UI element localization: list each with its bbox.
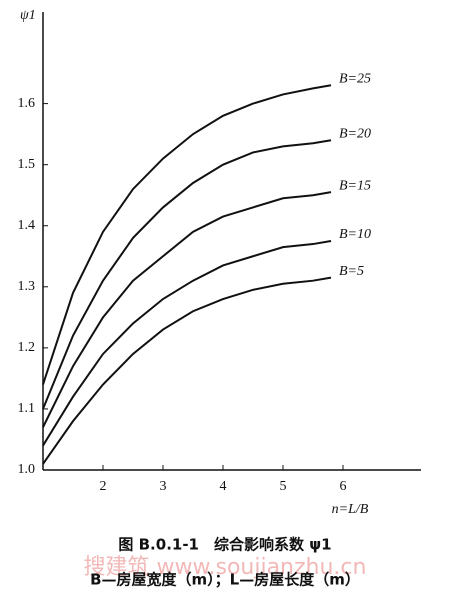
curve	[42, 84, 332, 385]
y-tick-label: 1.3	[18, 279, 36, 294]
x-tick-label: 6	[340, 479, 347, 494]
x-tick-label: 2	[100, 479, 107, 494]
x-tick-label: 3	[160, 479, 167, 494]
y-tick-label: 1.2	[18, 340, 36, 355]
watermark: 搜建筑 www.soujianzhu.cn	[84, 555, 367, 580]
y-tick-label: 1.6	[18, 96, 36, 111]
y-tick-label: 1.1	[18, 401, 36, 416]
curve-label: B=15	[339, 178, 371, 193]
caption: 图 B.0.1-1 综合影响系数 ψ1	[118, 536, 331, 554]
y-tick-label: 1.5	[18, 157, 36, 172]
curve-label: B=5	[339, 264, 364, 279]
note: B—房屋宽度（m）；L—房屋长度（m）	[90, 571, 360, 589]
x-tick-label: 5	[280, 479, 287, 494]
curve	[42, 139, 332, 410]
curve	[42, 276, 332, 465]
curve	[42, 240, 332, 447]
curve	[42, 191, 332, 428]
curve-label: B=25	[339, 71, 371, 86]
y-tick-label: 1.4	[18, 218, 36, 233]
x-axis-label: n=L/B	[332, 502, 369, 517]
y-axis-label: ψ1	[20, 8, 36, 23]
curve-label: B=10	[339, 227, 371, 242]
curve-label: B=20	[339, 126, 371, 141]
y-tick-label: 1.0	[18, 462, 36, 477]
x-tick-label: 4	[220, 479, 227, 494]
